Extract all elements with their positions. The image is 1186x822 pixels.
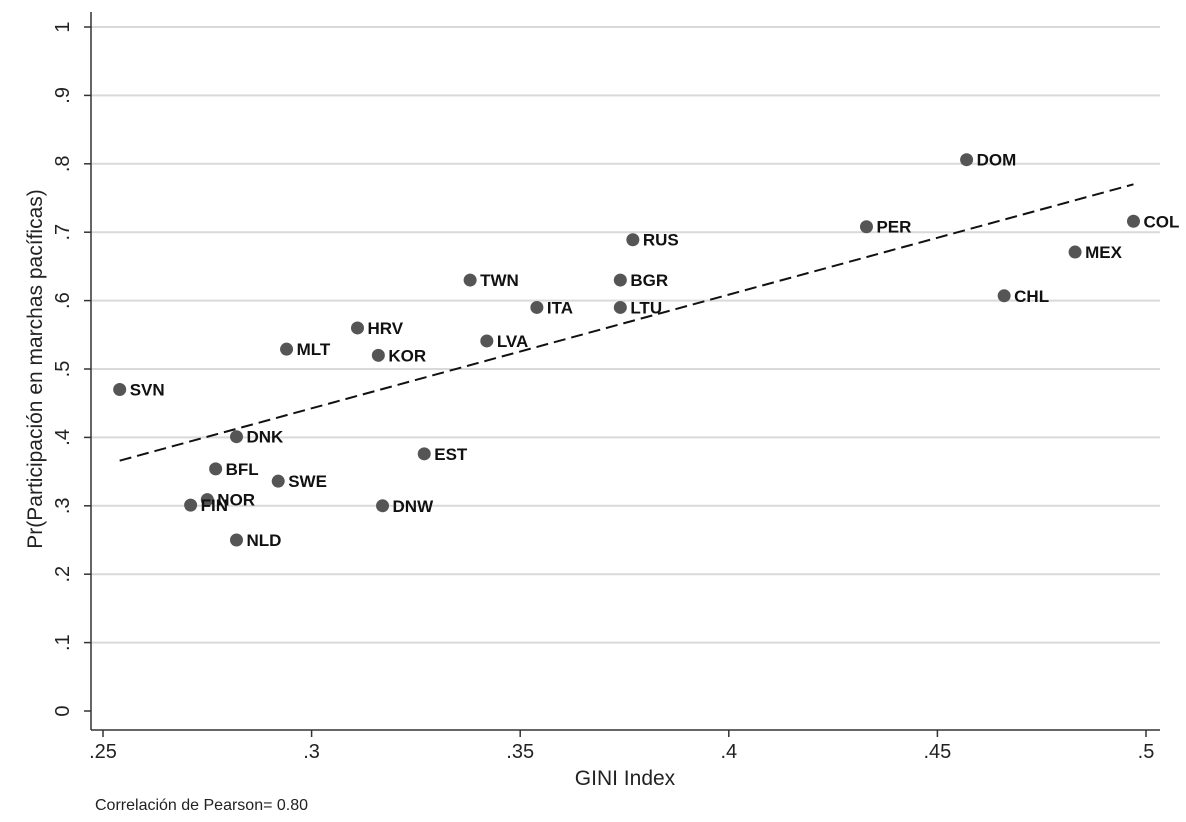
x-tick-label: .35 bbox=[506, 741, 534, 763]
axes: 0 .1 .2 .3 .4 .5 .6 .7 .8 .9 1 .25 .3 .35 .4 .45 .5 bbox=[52, 12, 1160, 763]
data-point bbox=[480, 334, 494, 348]
y-tick-label: 0 bbox=[52, 705, 74, 716]
x-tick-label: .25 bbox=[89, 741, 117, 763]
data-point-label: NLD bbox=[247, 531, 282, 550]
data-point-label: MLT bbox=[297, 340, 331, 359]
grid-lines bbox=[91, 26, 1160, 644]
x-tick-label: .3 bbox=[303, 741, 320, 763]
data-point bbox=[530, 300, 544, 314]
data-point-label: BFL bbox=[226, 460, 259, 479]
y-tick-label: .1 bbox=[52, 634, 74, 651]
data-point bbox=[350, 321, 364, 335]
data-point bbox=[997, 289, 1011, 303]
data-point bbox=[280, 342, 294, 356]
data-point bbox=[200, 493, 214, 507]
data-point-label: SWE bbox=[288, 472, 327, 491]
data-point-label: SVN bbox=[130, 381, 165, 400]
data-point-label: DNK bbox=[247, 428, 285, 447]
data-point-label: DOM bbox=[977, 151, 1017, 170]
fit-line-group bbox=[119, 183, 1134, 462]
data-point bbox=[859, 220, 873, 234]
x-axis-title: GINI Index bbox=[575, 767, 676, 790]
data-point bbox=[613, 300, 627, 314]
y-tick-label: .9 bbox=[52, 87, 74, 104]
data-point bbox=[463, 273, 477, 287]
data-point bbox=[376, 499, 390, 513]
data-point bbox=[184, 498, 198, 512]
data-point bbox=[371, 348, 385, 362]
y-tick-label: .7 bbox=[52, 224, 74, 241]
x-tick-label: .5 bbox=[1138, 741, 1155, 763]
data-point-label: COL bbox=[1143, 212, 1179, 231]
y-tick-label: 1 bbox=[52, 21, 74, 32]
data-point-label: EST bbox=[434, 445, 468, 464]
data-point bbox=[960, 153, 974, 167]
data-point-label: NOR bbox=[217, 491, 255, 510]
y-tick-label: .3 bbox=[52, 497, 74, 514]
data-point-label: FIN bbox=[201, 496, 228, 515]
y-tick-label: .4 bbox=[52, 429, 74, 446]
data-point bbox=[209, 462, 223, 476]
fit-line bbox=[119, 183, 1134, 462]
data-point bbox=[1126, 214, 1140, 228]
y-axis-title: Pr(Participación en marchas pacíficas) bbox=[24, 189, 47, 548]
pearson-correlation-note: Correlación de Pearson= 0.80 bbox=[95, 797, 309, 814]
data-point bbox=[230, 430, 244, 444]
data-point-label: BGR bbox=[630, 271, 668, 290]
data-point-label: CHL bbox=[1014, 287, 1049, 306]
data-point-label: KOR bbox=[388, 346, 426, 365]
data-point-label: PER bbox=[876, 218, 911, 237]
data-point-label: LVA bbox=[497, 332, 528, 351]
data-point-label: ITA bbox=[547, 298, 573, 317]
data-point bbox=[113, 383, 127, 397]
data-point-label: HRV bbox=[367, 319, 403, 338]
data-point bbox=[613, 273, 627, 287]
data-point-label: DNW bbox=[393, 497, 435, 516]
data-point bbox=[1068, 245, 1082, 259]
y-tick-label: .2 bbox=[52, 566, 74, 583]
data-point bbox=[417, 447, 431, 461]
x-tick-label: .4 bbox=[720, 741, 737, 763]
data-point-label: RUS bbox=[643, 231, 679, 250]
data-point-label: TWN bbox=[480, 271, 519, 290]
x-tick-label: .45 bbox=[923, 741, 951, 763]
data-point-label: MEX bbox=[1085, 243, 1123, 262]
data-point bbox=[626, 233, 640, 247]
data-point bbox=[271, 474, 285, 488]
data-point bbox=[230, 533, 244, 547]
y-tick-label: .5 bbox=[52, 361, 74, 378]
y-tick-label: .6 bbox=[52, 292, 74, 309]
y-tick-label: .8 bbox=[52, 155, 74, 172]
data-point-label: LTU bbox=[630, 298, 662, 317]
